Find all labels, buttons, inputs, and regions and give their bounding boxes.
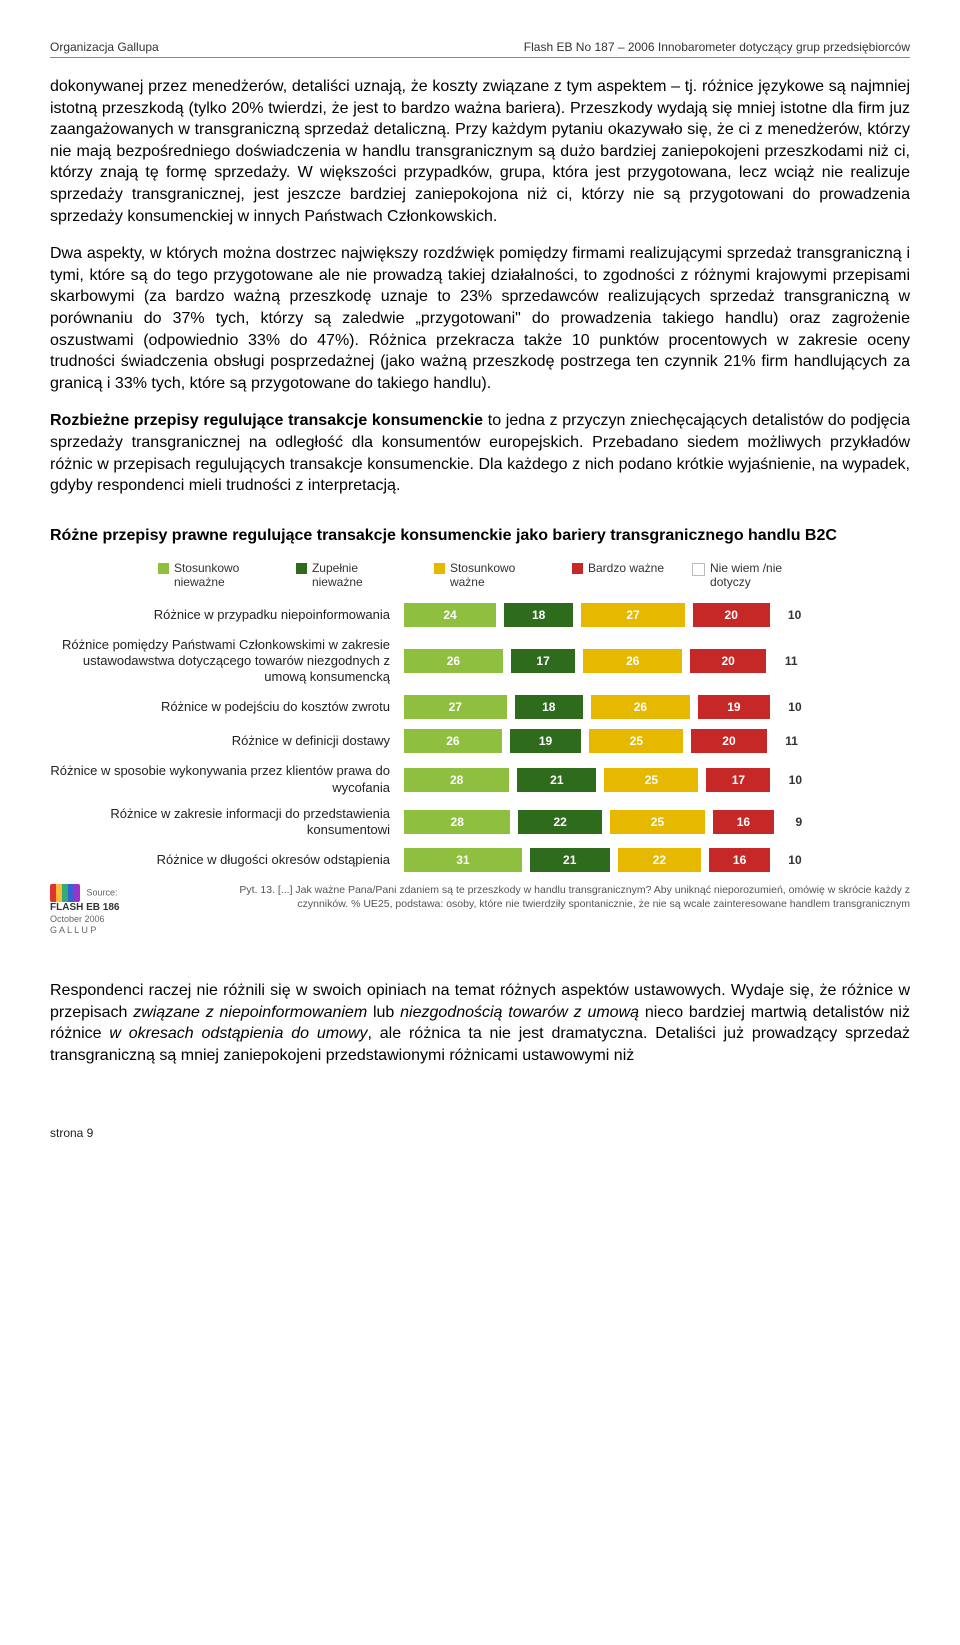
- bar-segment: 17: [706, 768, 770, 792]
- bar-dk-value: 11: [775, 734, 809, 748]
- chart-footer: Source: FLASH EB 186 October 2006 G A L …: [50, 884, 910, 936]
- bar-track: 26 17 26 20 11: [404, 649, 910, 673]
- bar-segment: 21: [517, 768, 596, 792]
- legend-label: Zupełnie nieważne: [312, 561, 406, 589]
- header-left: Organizacja Gallupa: [50, 40, 159, 54]
- bar-segment: 16: [709, 848, 770, 872]
- bar-segment: 20: [691, 729, 766, 753]
- bar-segment: 26: [404, 649, 503, 673]
- chart-row: Różnice w definicji dostawy26 19 25 20 11: [50, 729, 910, 753]
- bar-track: 31 21 22 16 10: [404, 848, 910, 872]
- bar-segment: 19: [510, 729, 581, 753]
- bar-track: 26 19 25 20 11: [404, 729, 910, 753]
- chart-row: Różnice w zakresie informacji do przedst…: [50, 806, 910, 839]
- bar-dk-value: 11: [774, 654, 808, 668]
- bar-segment: 18: [515, 695, 583, 719]
- bar-segment: 22: [618, 848, 702, 872]
- bar-segment: 25: [589, 729, 683, 753]
- gallup-logo-icon: [50, 884, 80, 902]
- chart-title: Różne przepisy prawne regulujące transak…: [50, 527, 910, 545]
- bar-segment: 28: [404, 768, 509, 792]
- bar-segment: 17: [511, 649, 576, 673]
- bar-track: 28 21 25 17 10: [404, 768, 910, 792]
- bar-segment: 25: [604, 768, 698, 792]
- chart-row: Różnice w podejściu do kosztów zwrotu27 1…: [50, 695, 910, 719]
- p4-mid1: lub: [367, 1004, 400, 1021]
- paragraph-4: Respondenci raczej nie różnili się w swo…: [50, 980, 910, 1066]
- legend-swatch: [434, 563, 445, 574]
- source-line1: Source:: [87, 888, 118, 898]
- row-label: Różnice pomiędzy Państwami Członkowskimi…: [50, 637, 404, 686]
- legend-swatch: [296, 563, 307, 574]
- bar-dk-value: 10: [778, 773, 812, 787]
- bar-segment: 22: [518, 810, 602, 834]
- legend-item: Stosunkowo ważne: [434, 561, 544, 589]
- paragraph-2: Dwa aspekty, w których można dostrzec na…: [50, 243, 910, 394]
- source-line3: October 2006: [50, 914, 105, 924]
- bar-track: 28 22 25 16 9: [404, 810, 910, 834]
- row-label: Różnice w długości okresów odstąpienia: [50, 852, 404, 868]
- legend-swatch: [692, 563, 705, 576]
- p4-italic-2: niezgodnością towarów z umową: [400, 1004, 639, 1021]
- bar-dk-value: 10: [778, 700, 812, 714]
- chart-source: Source: FLASH EB 186 October 2006 G A L …: [50, 884, 190, 936]
- header-right: Flash EB No 187 – 2006 Innobarometer dot…: [524, 40, 910, 54]
- row-label: Różnice w podejściu do kosztów zwrotu: [50, 699, 404, 715]
- legend-item: Stosunkowo nieważne: [158, 561, 268, 589]
- bar-dk-value: 9: [782, 815, 816, 829]
- legend-item: Zupełnie nieważne: [296, 561, 406, 589]
- bar-segment: 26: [591, 695, 690, 719]
- source-line2: FLASH EB 186: [50, 902, 119, 913]
- legend-label: Stosunkowo nieważne: [174, 561, 268, 589]
- p4-italic-1: związane z niepoinformowaniem: [133, 1004, 367, 1021]
- bar-segment: 28: [404, 810, 510, 834]
- chart-row: Różnice pomiędzy Państwami Członkowskimi…: [50, 637, 910, 686]
- bar-segment: 25: [610, 810, 705, 834]
- bar-segment: 16: [713, 810, 774, 834]
- paragraph-1: dokonywanej przez menedżerów, detaliści …: [50, 76, 910, 227]
- bar-dk-value: 10: [778, 608, 812, 622]
- row-label: Różnice w sposobie wykonywania przez kli…: [50, 763, 404, 796]
- row-label: Różnice w definicji dostawy: [50, 733, 404, 749]
- chart-rows: Różnice w przypadku niepoinformowania24 1…: [50, 603, 910, 873]
- bar-segment: 27: [404, 695, 507, 719]
- chart-row: Różnice w długości okresów odstąpienia31…: [50, 848, 910, 872]
- source-line4: G A L L U P: [50, 925, 96, 935]
- bar-segment: 20: [693, 603, 770, 627]
- page-header: Organizacja Gallupa Flash EB No 187 – 20…: [50, 40, 910, 58]
- bar-segment: 26: [404, 729, 502, 753]
- bar-segment: 20: [690, 649, 766, 673]
- chart-container: Stosunkowo nieważne Zupełnie nieważne Stos…: [50, 551, 910, 940]
- bar-segment: 24: [404, 603, 496, 627]
- paragraph-3: Rozbieżne przepisy regulujące transakcje…: [50, 410, 910, 496]
- bar-segment: 19: [698, 695, 770, 719]
- legend-swatch: [158, 563, 169, 574]
- legend-item: Nie wiem /nie dotyczy: [692, 561, 802, 589]
- row-label: Różnice w przypadku niepoinformowania: [50, 607, 404, 623]
- chart-footnote: Pyt. 13. [...] Jak ważne Pana/Pani zdani…: [204, 884, 910, 911]
- bar-segment: 18: [504, 603, 573, 627]
- legend-label: Bardzo ważne: [588, 561, 664, 575]
- p4-italic-3: w okresach odstąpienia do umowy: [109, 1025, 367, 1042]
- chart-row: Różnice w przypadku niepoinformowania24 1…: [50, 603, 910, 627]
- paragraph-3-lead: Rozbieżne przepisy regulujące transakcje…: [50, 412, 483, 429]
- bar-track: 24 18 27 20 10: [404, 603, 910, 627]
- bar-segment: 26: [583, 649, 682, 673]
- bar-dk-value: 10: [778, 853, 812, 867]
- bar-segment: 31: [404, 848, 522, 872]
- row-label: Różnice w zakresie informacji do przedst…: [50, 806, 404, 839]
- page-number: strona 9: [50, 1126, 910, 1140]
- legend-label: Nie wiem /nie dotyczy: [710, 561, 802, 589]
- bar-segment: 27: [581, 603, 685, 627]
- legend-item: Bardzo ważne: [572, 561, 664, 589]
- bar-track: 27 18 26 19 10: [404, 695, 910, 719]
- chart-row: Różnice w sposobie wykonywania przez kli…: [50, 763, 910, 796]
- legend-label: Stosunkowo ważne: [450, 561, 544, 589]
- legend-swatch: [572, 563, 583, 574]
- chart-legend: Stosunkowo nieważne Zupełnie nieważne Stos…: [50, 561, 910, 589]
- bar-segment: 21: [530, 848, 610, 872]
